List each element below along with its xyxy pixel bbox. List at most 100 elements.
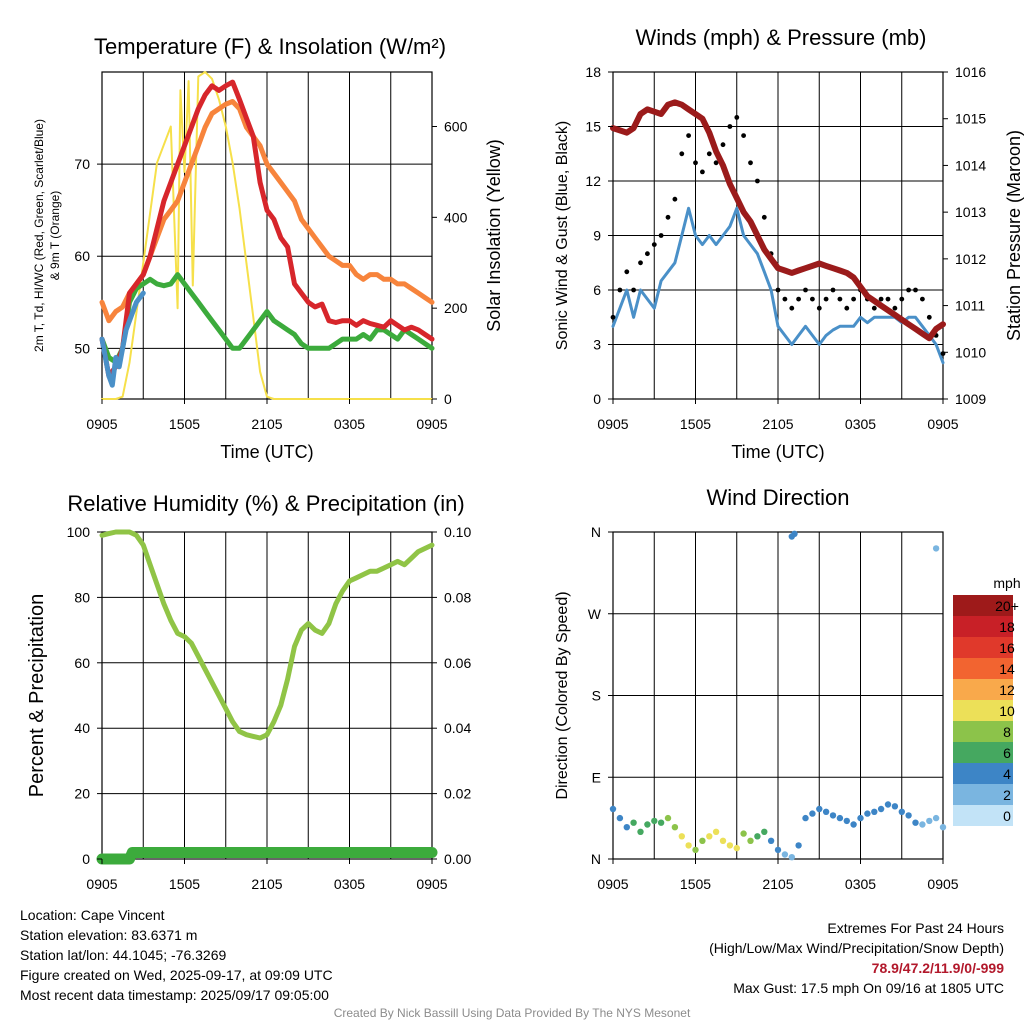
wind-ytick-right-label-7: 1016 bbox=[955, 64, 986, 80]
temp-ytick-right-label-2: 400 bbox=[444, 209, 468, 225]
dir-xtick-label-0: 0905 bbox=[597, 876, 628, 892]
colorbar-label-3: 14 bbox=[999, 661, 1015, 677]
dir-point-44 bbox=[912, 819, 919, 826]
colorbar-swatch-3 bbox=[953, 658, 1013, 679]
wind-gust-point-12 bbox=[693, 160, 698, 166]
wind-ytick-right-label-1: 1010 bbox=[955, 344, 986, 360]
rh-xtick-label-2: 2105 bbox=[251, 876, 282, 892]
dir-point-17 bbox=[726, 842, 734, 849]
wind-ytick-label-1: 3 bbox=[593, 337, 601, 353]
rh-xtick-label-1: 1505 bbox=[169, 876, 200, 892]
dir-point-0 bbox=[609, 805, 617, 813]
wind-ytick-label-2: 6 bbox=[593, 282, 601, 298]
timestamp-text: Most recent data timestamp: 2025/09/17 0… bbox=[20, 987, 329, 1003]
extremes-info: Extremes For Past 24 Hours (High/Low/Max… bbox=[709, 918, 1004, 998]
wind-ylabel-left: Sonic Wind & Gust (Blue, Black) bbox=[554, 121, 571, 350]
temp-ytick-right-label-0: 0 bbox=[444, 391, 452, 407]
wind-gust-point-13 bbox=[700, 169, 705, 175]
latlon-text: Station lat/lon: 44.1045; -76.3269 bbox=[20, 947, 227, 963]
extremes-heading: Extremes For Past 24 Hours bbox=[827, 920, 1004, 936]
wind-gust-point-2 bbox=[624, 269, 630, 275]
wind-gust-point-5 bbox=[645, 251, 650, 257]
dir-point-6 bbox=[651, 817, 658, 825]
dir-xtick-label-2: 2105 bbox=[762, 876, 793, 892]
wind-gust-point-20 bbox=[748, 160, 753, 166]
temp-ytick-right-label-3: 600 bbox=[444, 119, 468, 135]
dir-point-32 bbox=[829, 812, 837, 819]
location-text: Location: Cape Vincent bbox=[20, 907, 165, 923]
wind-gust-point-7 bbox=[658, 233, 664, 238]
wind-gust-point-32 bbox=[830, 287, 836, 293]
dir-point-28 bbox=[802, 814, 809, 822]
dir-title: Wind Direction bbox=[706, 485, 849, 510]
wind-xtick-label-1: 1505 bbox=[680, 416, 711, 432]
wind-series-speed bbox=[611, 206, 945, 365]
wind-gust-point-33 bbox=[837, 296, 843, 302]
dir-point-39 bbox=[877, 805, 885, 813]
dir-point-46 bbox=[926, 817, 933, 825]
wind-ytick-label-3: 9 bbox=[593, 228, 601, 244]
colorbar-swatch-0 bbox=[953, 595, 1013, 616]
colorbar-swatch-1 bbox=[953, 616, 1013, 637]
colorbar-title: mph bbox=[993, 575, 1020, 591]
wind-xtick-label-2: 2105 bbox=[762, 416, 793, 432]
wind-ytick-right-label-4: 1013 bbox=[955, 204, 986, 220]
colorbar-label-0: 20+ bbox=[995, 598, 1019, 614]
wind-ylabel-right: Station Pressure (Maroon) bbox=[1004, 130, 1024, 341]
dir-point-18 bbox=[733, 844, 740, 852]
colorbar-label-10: 0 bbox=[1003, 808, 1011, 824]
dir-point-33 bbox=[836, 814, 844, 822]
dir-point-23 bbox=[767, 837, 775, 844]
dir-ytick-label-1: E bbox=[592, 769, 601, 785]
rh-ytick-label-5: 100 bbox=[67, 524, 91, 540]
wind-gust-point-30 bbox=[816, 305, 822, 311]
wind-gust-point-42 bbox=[899, 296, 905, 302]
dir-point-25 bbox=[781, 851, 789, 858]
wind-gust-point-31 bbox=[823, 296, 829, 302]
dir-point-30 bbox=[816, 805, 823, 813]
dir-point-16 bbox=[719, 837, 727, 844]
wind-ytick-right-label-5: 1014 bbox=[955, 157, 986, 173]
colorbar-swatch-7 bbox=[953, 742, 1013, 763]
dir-point-47 bbox=[932, 814, 940, 822]
colorbar-label-4: 12 bbox=[999, 682, 1015, 698]
colorbar-label-1: 18 bbox=[999, 619, 1015, 635]
temp-xlabel: Time (UTC) bbox=[220, 442, 313, 462]
dir-ylabel-left: Direction (Colored By Speed) bbox=[554, 591, 571, 799]
dir-point-24 bbox=[774, 846, 782, 854]
credit-text: Created By Nick Bassill Using Data Provi… bbox=[333, 1006, 691, 1020]
rh-ytick-label-1: 20 bbox=[74, 786, 90, 802]
wind-gust-point-4 bbox=[638, 260, 643, 266]
wind-gust-point-28 bbox=[803, 287, 808, 293]
temp-series-dewpoint bbox=[99, 272, 435, 365]
wind-ytick-label-5: 15 bbox=[585, 119, 601, 135]
rh-ytick-label-4: 80 bbox=[74, 589, 90, 605]
wind-gust-point-40 bbox=[885, 296, 891, 302]
wind-ytick-label-4: 12 bbox=[585, 173, 601, 189]
dir-point-21 bbox=[754, 833, 761, 840]
wind-xtick-label-0: 0905 bbox=[597, 416, 628, 432]
dir-point-9 bbox=[671, 824, 679, 831]
dir-point-1 bbox=[616, 814, 624, 822]
wind-pressure-panel: 0905 1505 2105 0305 0905 0 3 6 9 12 15 18 1009 1010 10… bbox=[554, 25, 1024, 462]
wind-gust-point-0 bbox=[610, 314, 616, 320]
wind-gust-point-22 bbox=[761, 214, 767, 220]
wind-gust-point-34 bbox=[844, 305, 850, 311]
wind-gust-point-24 bbox=[775, 287, 781, 293]
wind-gust-point-38 bbox=[871, 305, 877, 311]
wind-gust-point-27 bbox=[796, 296, 801, 302]
dir-point-5 bbox=[644, 821, 651, 828]
station-info: Location: Cape Vincent Station elevation… bbox=[20, 905, 333, 1005]
humidity-precip-panel: 0905 1505 2105 0305 0905 0 20 40 60 80 100 0.00 0.02… bbox=[26, 491, 471, 892]
rh-xtick-label-3: 0305 bbox=[334, 876, 365, 892]
rh-series-precip bbox=[96, 847, 438, 865]
temp-xtick-label-2: 2105 bbox=[251, 416, 282, 432]
temp-xtick-label-1: 1505 bbox=[169, 416, 200, 432]
colorbar-label-8: 4 bbox=[1003, 766, 1011, 782]
wind-gust-point-9 bbox=[672, 196, 678, 202]
wind-gust-point-11 bbox=[686, 133, 691, 139]
wind-title: Winds (mph) & Pressure (mb) bbox=[636, 25, 927, 50]
wind-ytick-right-label-2: 1011 bbox=[955, 298, 985, 314]
dir-point-36 bbox=[857, 814, 864, 822]
dir-point-10 bbox=[678, 833, 685, 840]
